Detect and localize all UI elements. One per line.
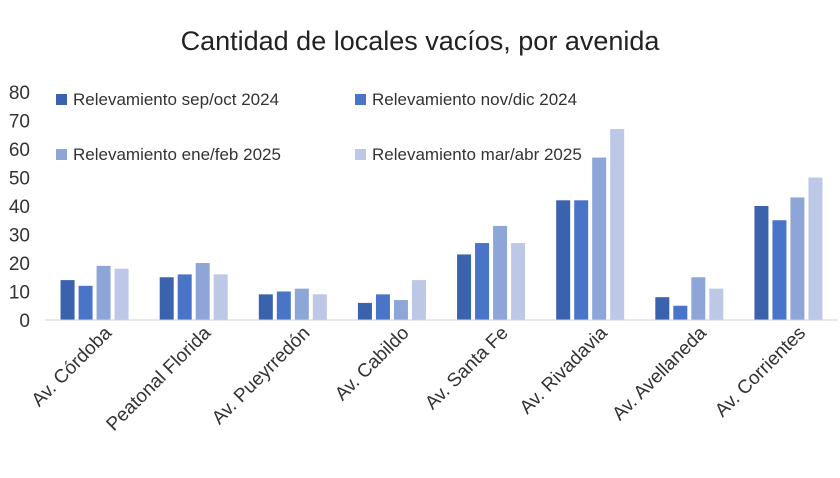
bar-1-1 [60, 280, 75, 320]
y-tick-label: 20 [9, 254, 30, 275]
bar-4-6 [610, 129, 625, 320]
bar-1-2 [159, 277, 174, 320]
y-tick-label: 30 [9, 226, 30, 247]
legend-swatch [355, 149, 366, 160]
x-tick-label: Av. Córdoba [28, 322, 117, 411]
bar-1-8 [754, 206, 769, 320]
y-tick-label: 10 [9, 283, 30, 304]
bar-2-6 [574, 200, 589, 320]
bar-4-5 [511, 243, 526, 320]
legend-swatch [56, 94, 67, 105]
y-tick-label: 50 [9, 169, 30, 190]
chart-title: Cantidad de locales vacíos, por avenida [180, 26, 660, 56]
bar-1-6 [556, 200, 571, 320]
bar-1-7 [655, 297, 670, 320]
bar-4-2 [213, 274, 228, 320]
bar-4-1 [114, 268, 129, 320]
legend-label: Relevamiento sep/oct 2024 [73, 90, 279, 109]
bar-4-7 [709, 288, 724, 320]
bar-2-4 [375, 294, 390, 320]
bar-4-3 [312, 294, 327, 320]
bar-3-1 [96, 265, 111, 320]
y-axis-ticks: 0 10 20 30 40 50 60 70 80 [9, 83, 30, 332]
bar-2-3 [276, 291, 291, 320]
bar-2-7 [673, 305, 688, 320]
legend-label: Relevamiento mar/abr 2025 [372, 145, 582, 164]
bars [60, 129, 823, 320]
bar-3-2 [195, 263, 210, 320]
y-tick-label: 60 [9, 140, 30, 161]
legend-label: Relevamiento nov/dic 2024 [372, 90, 577, 109]
x-tick-label: Av. Rivadavia [516, 322, 612, 418]
x-tick-label: Av. Santa Fe [421, 323, 512, 414]
bar-4-4 [411, 280, 426, 320]
legend: Relevamiento sep/oct 2024 Relevamiento no… [56, 90, 582, 164]
x-tick-label: Peatonal Florida [103, 322, 216, 435]
bar-3-3 [294, 288, 309, 320]
y-tick-label: 40 [9, 197, 30, 218]
bar-2-2 [177, 274, 192, 320]
y-tick-label: 0 [19, 311, 30, 332]
legend-swatch [355, 94, 366, 105]
legend-swatch [56, 149, 67, 160]
bar-4-8 [808, 177, 823, 320]
bar-1-5 [457, 254, 472, 320]
legend-label: Relevamiento ene/feb 2025 [73, 145, 281, 164]
x-tick-label: Av. Cabildo [331, 323, 413, 405]
x-tick-label: Av. Pueyrredón [208, 323, 314, 429]
bar-2-8 [772, 220, 787, 320]
bar-2-1 [78, 285, 93, 320]
bar-3-4 [393, 300, 408, 320]
bar-2-5 [475, 243, 490, 320]
bar-1-3 [258, 294, 273, 320]
bar-3-6 [592, 157, 607, 320]
bar-3-5 [493, 225, 508, 320]
bar-3-7 [691, 277, 706, 320]
bar-3-8 [790, 197, 805, 320]
y-tick-label: 80 [9, 83, 30, 104]
y-tick-label: 70 [9, 112, 30, 133]
x-tick-label: Av. Corrientes [711, 323, 810, 422]
x-tick-label: Av. Avellaneda [609, 322, 712, 425]
bar-1-4 [357, 302, 372, 320]
